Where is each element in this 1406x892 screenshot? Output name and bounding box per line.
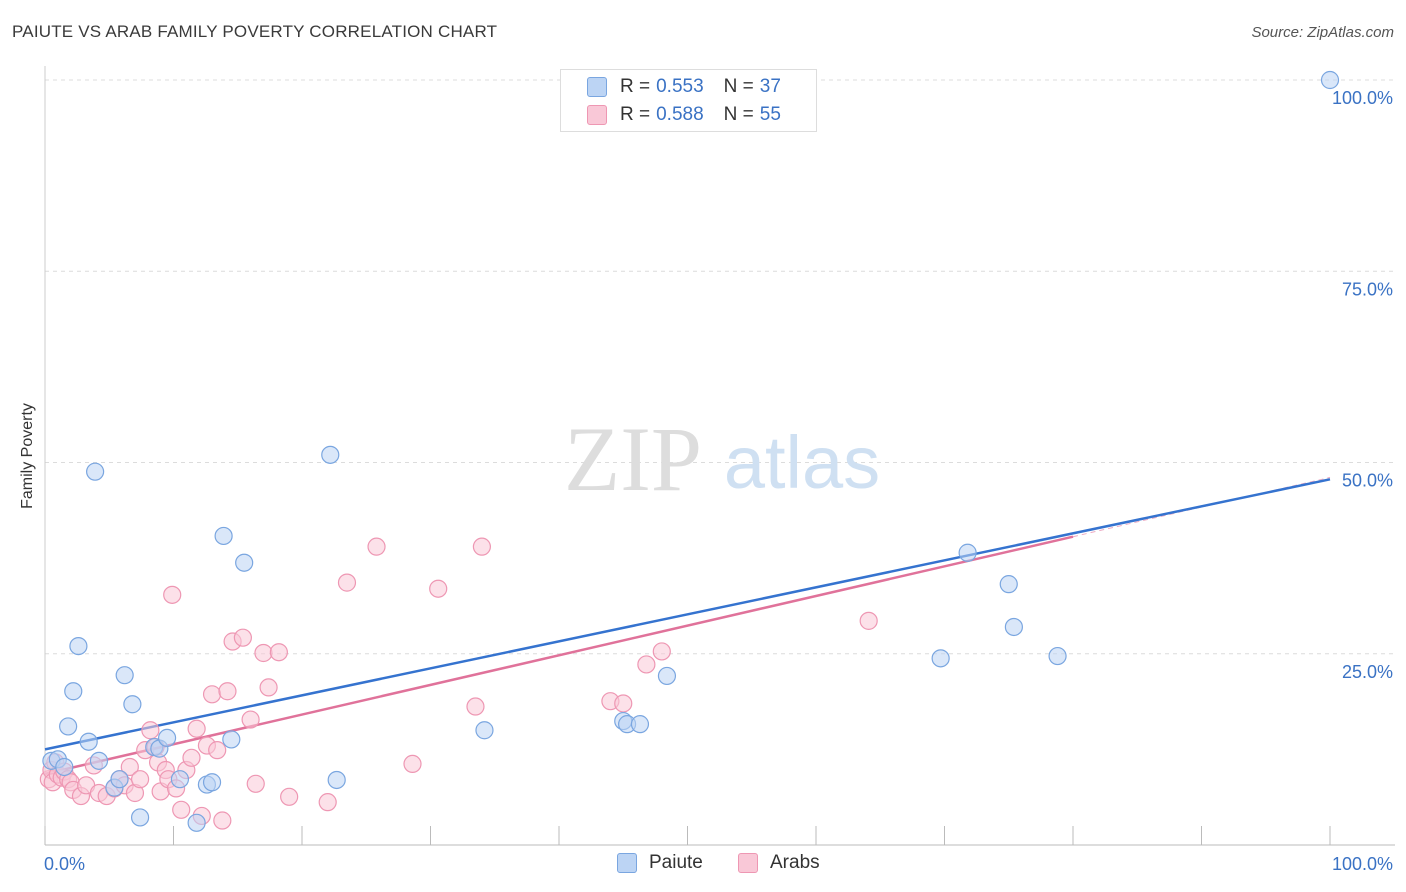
paiute-r-value: 0.553 xyxy=(656,76,704,97)
series-legend-paiute: Paiute xyxy=(617,852,703,874)
y-tick-label: 25.0% xyxy=(1342,662,1393,682)
paiute-legend-swatch xyxy=(617,853,637,873)
paiute-point xyxy=(123,695,142,714)
arab-point xyxy=(280,787,299,806)
arabs-legend-label: Arabs xyxy=(770,852,820,873)
arab-point xyxy=(637,655,656,674)
paiute-point xyxy=(657,666,677,686)
arab-point xyxy=(120,757,139,777)
arabs-r-value: 0.588 xyxy=(656,104,704,125)
paiute-point xyxy=(1048,646,1067,666)
arabs-legend-swatch xyxy=(738,853,758,873)
r-label: R = xyxy=(620,104,651,125)
x-tick-label-max: 100.0% xyxy=(1332,854,1393,874)
paiute-point xyxy=(630,715,650,734)
paiute-point xyxy=(170,770,190,789)
n-label: N = xyxy=(723,76,754,97)
arab-point xyxy=(367,537,386,556)
paiute-point xyxy=(130,808,150,827)
arab-point xyxy=(259,678,278,697)
arab-point xyxy=(254,643,273,663)
paiute-point xyxy=(187,813,206,832)
paiute-point xyxy=(999,575,1018,594)
paiute-n-value: 37 xyxy=(759,76,781,97)
arab-point xyxy=(429,579,448,598)
paiute-point xyxy=(115,666,134,685)
data-points xyxy=(39,70,1340,832)
paiute-point xyxy=(222,730,241,749)
arab-point xyxy=(859,611,878,630)
axes xyxy=(44,66,1395,846)
arab-point xyxy=(208,741,227,760)
series-legend-arabs: Arabs xyxy=(738,852,820,874)
r-label: R = xyxy=(620,76,651,97)
arab-point xyxy=(218,682,237,701)
legend-row-paiute: R = 0.553 N = 37 xyxy=(587,75,781,99)
paiute-point xyxy=(157,728,177,748)
source-label: Source: ZipAtlas.com xyxy=(1251,24,1394,41)
arab-point xyxy=(466,697,485,716)
y-tick-label: 75.0% xyxy=(1342,279,1393,299)
paiute-point xyxy=(475,721,494,740)
paiute-swatch xyxy=(587,77,607,97)
arab-point xyxy=(182,748,201,767)
paiute-point xyxy=(69,636,88,656)
paiute-point xyxy=(235,553,254,572)
correlation-legend: R = 0.553 N = 37 R = 0.588 N = 55 xyxy=(560,69,817,132)
paiute-legend-label: Paiute xyxy=(649,852,703,873)
x-tick-label-min: 0.0% xyxy=(44,854,85,874)
paiute-point xyxy=(321,445,340,464)
tick-labels: 25.0% 50.0% 75.0% 100.0% 0.0% 100.0% xyxy=(44,88,1393,874)
series-legend: Paiute Arabs xyxy=(0,852,1406,876)
arab-point xyxy=(318,793,337,812)
arab-point xyxy=(233,628,252,647)
arab-point xyxy=(172,800,191,819)
trendlines xyxy=(44,476,1331,776)
paiute-point xyxy=(1004,617,1023,637)
arab-point xyxy=(187,719,206,738)
arab-point xyxy=(130,770,150,789)
arab-point xyxy=(472,537,491,556)
arab-point xyxy=(403,754,422,774)
arab-point xyxy=(337,573,357,592)
chart-title: PAIUTE VS ARAB FAMILY POVERTY CORRELATIO… xyxy=(12,22,498,41)
watermark-zip: ZIP xyxy=(564,408,702,510)
paiute-point xyxy=(86,462,105,481)
paiute-trendline xyxy=(44,478,1331,751)
arab-point xyxy=(141,721,160,740)
paiute-point xyxy=(89,751,109,770)
paiute-point xyxy=(55,757,74,777)
n-label: N = xyxy=(723,104,754,125)
arab-trendline xyxy=(44,535,1074,776)
paiute-point xyxy=(79,732,98,751)
arab-point xyxy=(163,585,182,604)
watermark: ZIP atlas xyxy=(564,408,880,510)
paiute-point xyxy=(64,682,83,701)
paiute-point xyxy=(931,649,950,668)
arab-point xyxy=(246,774,265,793)
paiute-point xyxy=(59,717,78,736)
legend-row-arabs: R = 0.588 N = 55 xyxy=(587,103,781,127)
arabs-n-value: 55 xyxy=(759,104,781,125)
arab-point xyxy=(241,710,260,729)
arab-point xyxy=(213,811,232,830)
paiute-point xyxy=(327,770,346,790)
paiute-point xyxy=(1320,70,1340,90)
arabs-swatch xyxy=(587,105,607,125)
watermark-atlas: atlas xyxy=(724,421,880,504)
paiute-point xyxy=(202,773,222,792)
arab-point xyxy=(614,694,633,713)
arab-point xyxy=(269,643,288,662)
paiute-point xyxy=(958,543,977,562)
paiute-point xyxy=(214,526,233,546)
paiute-point xyxy=(110,770,129,789)
y-tick-label: 100.0% xyxy=(1332,88,1393,108)
arab-point xyxy=(652,642,671,661)
y-tick-label: 50.0% xyxy=(1342,471,1393,491)
arab-point xyxy=(202,685,222,704)
